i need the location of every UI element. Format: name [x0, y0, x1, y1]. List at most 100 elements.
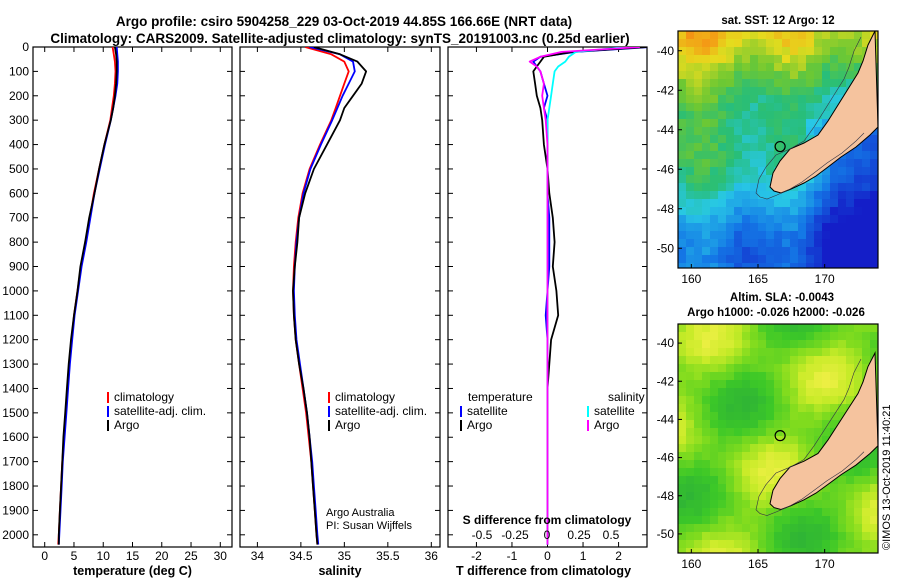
map-cell	[766, 524, 775, 533]
map-cell	[734, 263, 743, 268]
map-cell	[774, 348, 783, 357]
map-cell	[718, 476, 727, 485]
map-cell	[686, 476, 695, 485]
map-cell	[742, 119, 751, 128]
map-cell	[726, 263, 735, 268]
map-cell	[846, 207, 855, 216]
map-cell	[782, 63, 791, 72]
map-cell	[782, 135, 791, 144]
map-cell	[838, 508, 847, 517]
map-cell	[782, 548, 791, 553]
map-cell	[854, 340, 863, 349]
map-cell	[862, 348, 871, 357]
map-cell	[702, 436, 711, 445]
map-cell	[790, 396, 799, 405]
map-cell	[678, 55, 687, 64]
map-cell	[726, 428, 735, 437]
map-cell	[870, 255, 878, 264]
map-cell	[814, 396, 823, 405]
map-cell	[686, 143, 695, 152]
map-cell	[870, 348, 878, 357]
map-cell	[806, 263, 815, 268]
map-cell	[758, 263, 767, 268]
map-cell	[862, 215, 871, 224]
map-cell	[766, 476, 775, 485]
map-cell	[710, 47, 719, 56]
map-cell	[678, 207, 687, 216]
map-cell	[822, 332, 831, 341]
map-cell	[782, 524, 791, 533]
map-cell	[758, 143, 767, 152]
map-cell	[846, 476, 855, 485]
map-cell	[830, 167, 839, 176]
map-cell	[854, 324, 863, 333]
map-cell	[758, 484, 767, 493]
map-cell	[734, 231, 743, 240]
map-cell	[678, 95, 687, 104]
map-cell	[750, 79, 759, 88]
map-cell	[838, 39, 847, 48]
map-cell	[742, 500, 751, 509]
map-cell	[686, 167, 695, 176]
map-cell	[862, 39, 871, 48]
map-cell	[710, 103, 719, 112]
map-cell	[702, 388, 711, 397]
map-cell	[710, 95, 719, 104]
map-cell	[742, 492, 751, 501]
map-cell	[798, 39, 807, 48]
series-line-temperature-satellite	[532, 47, 647, 545]
map-cell	[694, 532, 703, 541]
map-cell	[782, 540, 791, 549]
map-cell	[710, 372, 719, 381]
map-cell	[710, 63, 719, 72]
map-cell	[750, 364, 759, 373]
map-cell	[830, 364, 839, 373]
map-cell	[814, 127, 823, 136]
map-cell	[838, 55, 847, 64]
map-cell	[854, 151, 863, 160]
map-cell	[678, 500, 687, 509]
map-cell	[790, 215, 799, 224]
map-cell	[750, 183, 759, 192]
map-cell	[846, 39, 855, 48]
map-cell	[790, 364, 799, 373]
map-cell	[822, 87, 831, 96]
depth-tick-label: 100	[9, 64, 29, 78]
map-cell	[750, 199, 759, 208]
map-cell	[854, 215, 863, 224]
map-cell	[814, 524, 823, 533]
map-cell	[742, 263, 751, 268]
map-cell	[734, 524, 743, 533]
map-cell	[766, 263, 775, 268]
map-cell	[702, 263, 711, 268]
map-cell	[790, 348, 799, 357]
map-cell	[854, 532, 863, 541]
map-cell	[726, 396, 735, 405]
map-cell	[782, 436, 791, 445]
map-cell	[862, 516, 871, 525]
map-cell	[734, 532, 743, 541]
map-cell	[790, 223, 799, 232]
map-cell	[838, 223, 847, 232]
map-cell	[750, 524, 759, 533]
map-cell	[686, 340, 695, 349]
map-cell	[814, 500, 823, 509]
map-cell	[798, 55, 807, 64]
map-cell	[790, 135, 799, 144]
map-cell	[782, 516, 791, 525]
depth-tick-label: 1100	[3, 308, 29, 322]
map-cell	[862, 31, 871, 40]
map-cell	[774, 532, 783, 541]
map-cell	[734, 119, 743, 128]
panel-salinity: 34 34.5 35 35.5 36 salinity climatologysatelli…	[239, 46, 441, 578]
map-cell	[806, 79, 815, 88]
map-cell	[790, 231, 799, 240]
map-cell	[710, 215, 719, 224]
map-cell	[830, 324, 839, 333]
map-cell	[782, 452, 791, 461]
map-cell	[798, 396, 807, 405]
map-cell	[798, 215, 807, 224]
map-cell	[750, 263, 759, 268]
map-cell	[766, 372, 775, 381]
map-cell	[846, 215, 855, 224]
